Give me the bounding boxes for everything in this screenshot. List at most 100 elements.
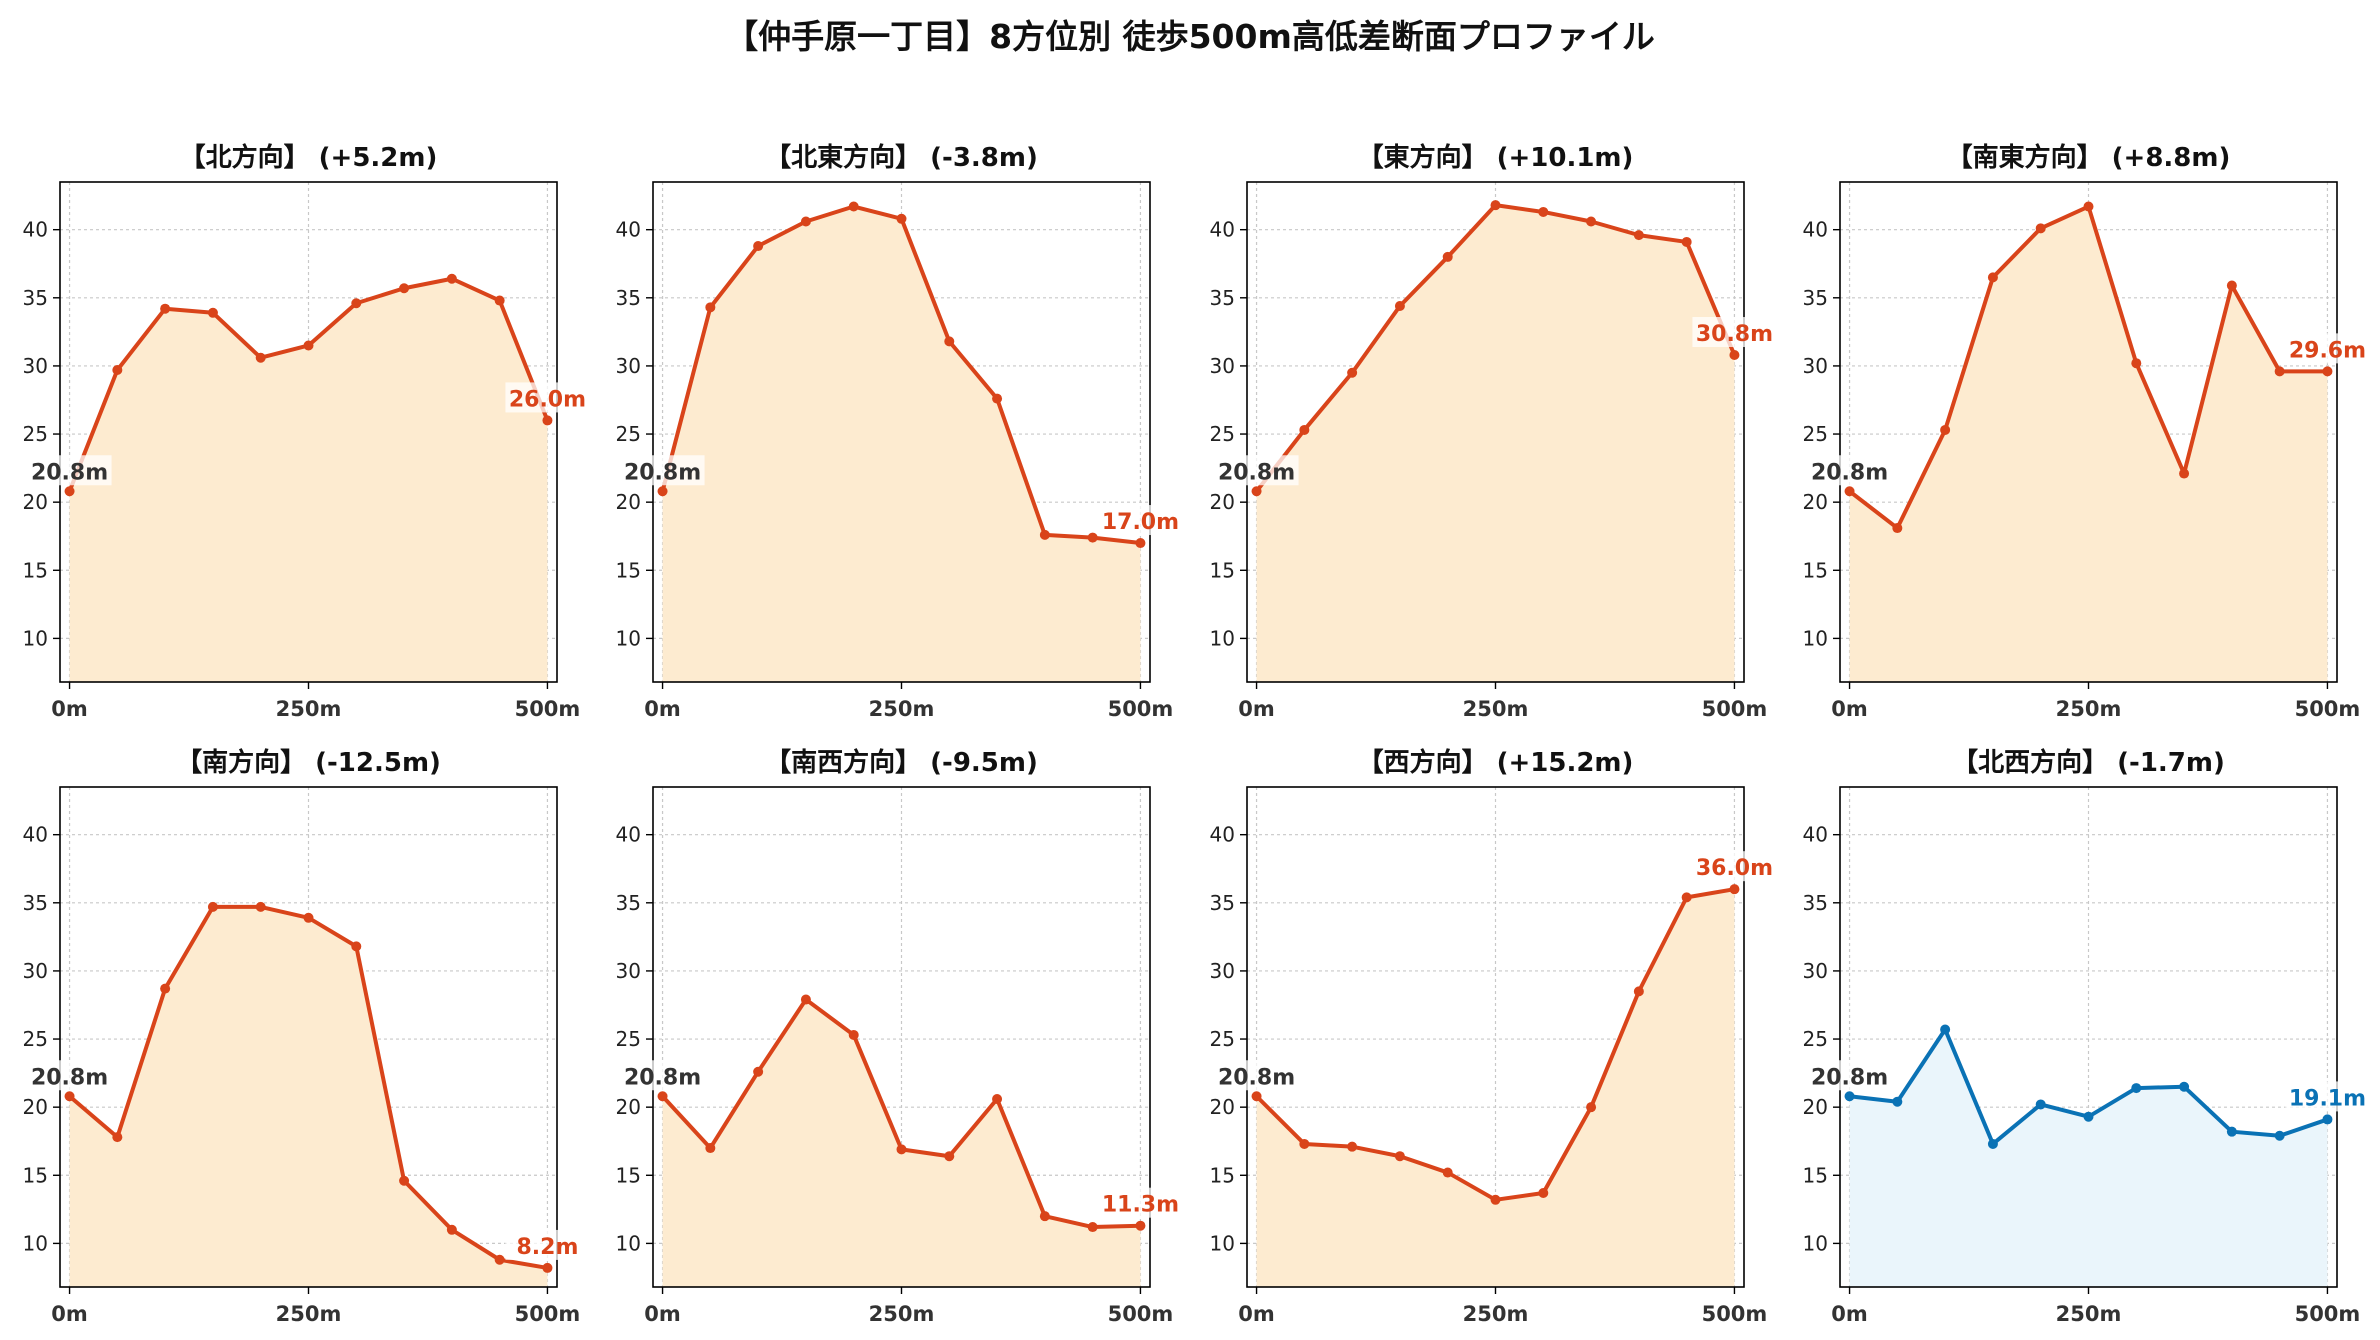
data-point [446,1224,457,1235]
area-fill [69,278,548,682]
area-fill [1256,889,1735,1287]
y-tick-label: 20 [1803,490,1828,514]
data-point [2274,1130,2285,1141]
data-point [2083,201,2094,212]
y-tick-label: 25 [616,1027,641,1051]
y-tick-label: 15 [23,558,48,582]
x-tick-label: 250m [1463,697,1529,721]
end-label-bg [2285,333,2370,364]
end-elevation-label: 17.0m [1102,510,1179,535]
start-elevation-label: 20.8m [1218,1065,1295,1090]
y-tick-label: 35 [1210,891,1235,915]
data-point [1681,892,1692,903]
data-point [1844,1091,1855,1102]
x-tick-label: 0m [1238,697,1275,721]
data-point [1586,1102,1597,1113]
data-point [1394,1151,1405,1162]
y-tick-label: 40 [616,218,641,242]
y-tick-label: 30 [23,354,48,378]
y-tick-label: 10 [1803,626,1828,650]
y-tick-label: 35 [1210,286,1235,310]
data-point [848,201,859,212]
data-point [992,1093,1003,1104]
x-tick-label: 500m [2295,697,2361,721]
start-elevation-label: 20.8m [624,1065,701,1090]
data-point [2179,1081,2190,1092]
end-elevation-label: 26.0m [509,387,586,412]
data-point [1135,538,1146,549]
data-point [1442,1167,1453,1178]
subplot-title: 【南東方向】 (+8.8m) [1947,142,2231,173]
x-tick-label: 0m [1831,697,1868,721]
x-tick-label: 0m [644,1302,681,1326]
end-elevation-label: 36.0m [1696,856,1773,881]
data-point [1039,1211,1050,1222]
data-point [207,901,218,912]
area-fill [662,206,1141,682]
start-label-bg [1807,1060,1892,1091]
y-tick-label: 10 [616,1231,641,1255]
data-point [1633,986,1644,997]
start-elevation-label: 20.8m [31,460,108,485]
y-tick-label: 10 [1210,1231,1235,1255]
data-point [1987,272,1998,283]
x-tick-label: 0m [644,697,681,721]
start-label-bg [1214,455,1299,486]
x-tick-label: 250m [1463,1302,1529,1326]
area-fill [1849,1029,2328,1287]
y-tick-label: 35 [23,891,48,915]
data-point [494,1254,505,1265]
subplot-title: 【北西方向】 (-1.7m) [1952,747,2225,778]
start-elevation-label: 20.8m [1811,460,1888,485]
data-point [2131,1083,2142,1094]
y-tick-label: 30 [616,354,641,378]
data-point [1729,350,1740,361]
y-tick-label: 40 [1210,218,1235,242]
x-tick-label: 500m [515,1302,581,1326]
x-tick-label: 500m [1702,697,1768,721]
y-tick-label: 25 [23,422,48,446]
data-point [2131,358,2142,369]
data-point [542,415,553,426]
data-point [1681,236,1692,247]
end-elevation-label: 29.6m [2289,338,2366,363]
figure-title: 【仲手原一丁目】8方位別 徒歩500m高低差断面プロファイル [725,17,1655,56]
data-point [2083,1111,2094,1122]
end-label-bg [505,382,590,413]
data-point [2322,366,2333,377]
data-point [1299,424,1310,435]
y-tick-label: 15 [616,558,641,582]
end-label-bg [505,1229,590,1260]
area-fill [662,999,1141,1287]
y-tick-label: 40 [1803,218,1828,242]
data-point [1347,367,1358,378]
data-point [1135,1220,1146,1231]
data-point [753,1066,764,1077]
y-tick-label: 35 [23,286,48,310]
subplot-title: 【東方向】 (+10.1m) [1358,142,1634,173]
start-elevation-label: 20.8m [31,1065,108,1090]
y-tick-label: 10 [23,1231,48,1255]
data-point [542,1262,553,1273]
start-label-bg [1807,455,1892,486]
data-point [2274,366,2285,377]
data-point [303,340,314,351]
start-elevation-label: 20.8m [1811,1065,1888,1090]
x-tick-label: 0m [51,697,88,721]
y-tick-label: 10 [616,626,641,650]
y-tick-label: 25 [23,1027,48,1051]
y-tick-label: 10 [1803,1231,1828,1255]
y-tick-label: 15 [1210,558,1235,582]
subplot-title: 【北方向】 (+5.2m) [180,142,438,173]
data-point [705,302,716,313]
y-tick-label: 15 [616,1163,641,1187]
subplot-title: 【南西方向】 (-9.5m) [765,747,1038,778]
y-tick-label: 20 [1803,1095,1828,1119]
y-tick-label: 15 [23,1163,48,1187]
end-elevation-label: 19.1m [2289,1086,2366,1111]
data-point [1538,206,1549,217]
y-tick-label: 25 [1803,1027,1828,1051]
x-tick-label: 500m [1108,697,1174,721]
data-point [657,1091,668,1102]
start-label-bg [27,1060,112,1091]
